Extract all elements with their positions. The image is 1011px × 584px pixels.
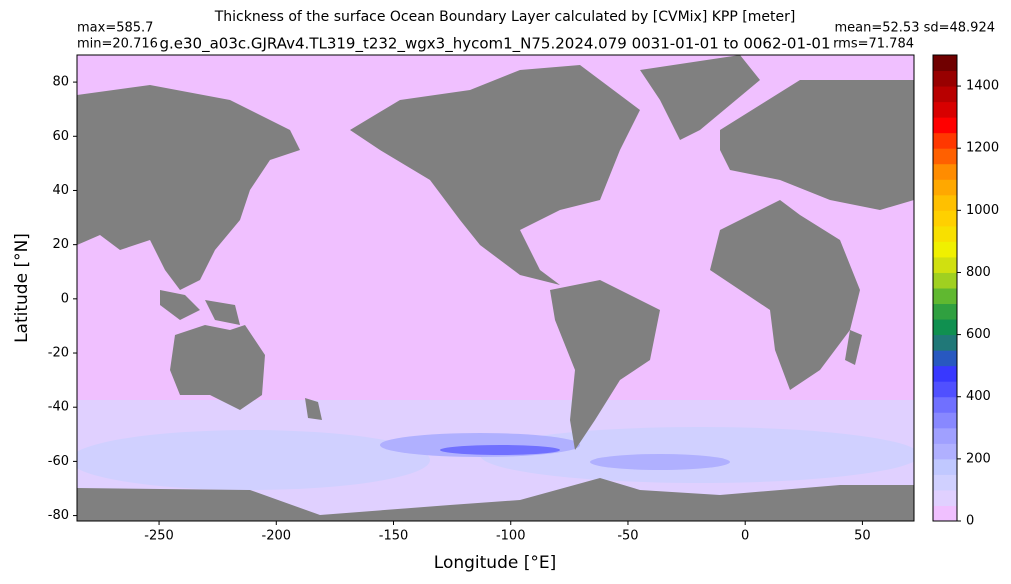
y-axis-label: Latitude [°N] [12,233,32,343]
colorbar-tick-label: 200 [966,451,991,466]
y-tick-label: 40 [52,183,69,198]
colorbar-tick-label: 1400 [966,79,999,94]
colorbar-band [933,148,957,165]
colorbar-band [933,489,957,506]
colorbar-band [933,101,957,118]
x-tick-label: -150 [379,529,409,544]
x-tick-label: -250 [144,529,174,544]
colorbar-band [933,210,957,227]
colorbar-band [933,381,957,398]
y-tick-label: -80 [48,508,69,523]
colorbar-band [933,412,957,429]
colorbar-band [933,86,957,103]
y-tick-label: -20 [48,346,69,361]
colorbar-tick-label: 400 [966,389,991,404]
stat-max: max=585.7 [77,21,153,36]
colorbar-band [933,194,957,211]
stat-mean: mean=52.53 sd=48.924 [834,21,995,36]
colorbar-band [933,225,957,242]
chart-subtitle: g.e30_a03c.GJRAv4.TL319_t232_wgx3_hycom1… [159,35,830,54]
colorbar-band [933,117,957,134]
x-tick-label: 50 [854,529,871,544]
colorbar-band [933,132,957,149]
colorbar-tick-label: 0 [966,514,974,529]
colorbar-band [933,365,957,382]
chart-title: Thickness of the surface Ocean Boundary … [214,9,796,25]
colorbar-band [933,241,957,258]
colorbar-band [933,427,957,444]
southern-ocean [77,400,914,521]
colorbar-band [933,163,957,180]
land [77,55,914,521]
x-tick-label: 0 [741,529,749,544]
colorbar-tick-label: 1200 [966,141,999,156]
y-tick-label: 0 [61,291,69,306]
stat-min: min=20.716 [77,37,158,52]
colorbar-band [933,288,957,305]
colorbar-band [933,319,957,336]
y-tick-label: 20 [52,237,69,252]
colorbar-band [933,396,957,413]
map [77,55,914,521]
y-tick-label: -40 [48,400,69,415]
stat-rms: rms=71.784 [833,37,914,52]
x-tick-label: -50 [617,529,638,544]
y-tick-label: 60 [52,129,69,144]
colorbar-band [933,303,957,320]
y-tick-label: 80 [52,75,69,90]
plot-frame [76,54,915,522]
colorbar-band [933,505,957,522]
colorbar-band [933,272,957,289]
colorbar-band [933,256,957,273]
y-tick-label: -60 [48,454,69,469]
colorbar-band [933,55,957,72]
colorbar-band [933,474,957,491]
colorbar-band [933,179,957,196]
colorbar-band [933,350,957,367]
colorbar-band [933,70,957,87]
colorbar-tick-label: 800 [966,265,991,280]
colorbar-frame [932,54,958,522]
colorbar-band [933,458,957,475]
colorbar-band [933,443,957,460]
colorbar-tick-label: 600 [966,327,991,342]
colorbar-tick-label: 1000 [966,203,999,218]
x-tick-label: -200 [262,529,292,544]
x-tick-label: -100 [496,529,526,544]
colorbar-band [933,334,957,351]
x-axis-label: Longitude [°E] [434,553,556,573]
